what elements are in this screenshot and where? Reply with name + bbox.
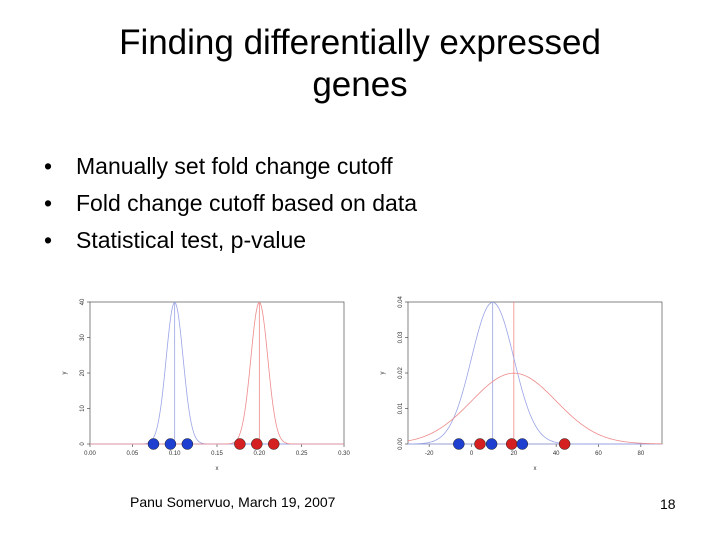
sample-point-red xyxy=(558,438,571,450)
x-tick-label: 0.30 xyxy=(338,451,350,457)
bullet-list: • Manually set fold change cutoff • Fold c… xyxy=(40,148,417,259)
bullet-item: • Statistical test, p-value xyxy=(40,222,417,259)
sample-point-blue xyxy=(181,438,194,450)
slide-title-line-2: genes xyxy=(312,65,408,104)
density-curve-red xyxy=(90,301,344,445)
sample-point-blue xyxy=(453,438,465,450)
bullet-marker: • xyxy=(44,227,53,253)
x-tick-label: 0.10 xyxy=(169,451,181,457)
slide-title-line-1: Finding differentially expressed xyxy=(119,23,601,62)
bullet-marker: • xyxy=(44,153,53,179)
y-tick-label: 0.00 xyxy=(398,438,404,450)
x-tick-label: 0 xyxy=(470,451,474,457)
sample-point-blue xyxy=(485,438,498,450)
plot-frame xyxy=(89,301,345,445)
density-curve-blue xyxy=(407,301,662,445)
sample-point-red xyxy=(251,438,263,450)
x-tick-label: 40 xyxy=(553,451,560,457)
y-tick-label: 0.03 xyxy=(398,331,404,343)
x-tick-label: 0.25 xyxy=(296,451,308,457)
bullet-text: Statistical test, p-value xyxy=(76,227,307,253)
bullet-item: • Fold change cutoff based on data xyxy=(40,185,417,222)
plot-frame xyxy=(407,301,663,445)
sample-point-red xyxy=(474,438,486,450)
bullet-marker: • xyxy=(44,190,53,216)
page-number: 18 xyxy=(660,496,676,512)
x-tick-label: 20 xyxy=(510,451,517,457)
footer-author-date: Panu Somervuo, March 19, 2007 xyxy=(130,494,336,510)
y-tick-label: 20 xyxy=(80,369,86,376)
y-axis-label: y xyxy=(380,372,386,375)
sample-point-red xyxy=(234,438,246,450)
density-curve-red xyxy=(407,372,663,445)
y-tick-label: 10 xyxy=(80,405,86,412)
x-axis-label: x xyxy=(534,466,537,472)
bullet-item: • Manually set fold change cutoff xyxy=(40,148,417,185)
x-tick-label: 80 xyxy=(637,451,644,457)
y-tick-label: 0.02 xyxy=(398,367,404,379)
y-tick-label: 40 xyxy=(80,298,86,305)
chart-right-svg: -20 0 20 40 60 80 0.00 0.01 0.02 0.03 0.04 x y xyxy=(380,296,663,472)
plot-left: 0.00 0.05 0.10 0.15 0.20 0.25 0.30 0 10 20 30 40 x y xyxy=(50,296,350,486)
plot-right: -20 0 20 40 60 80 0.00 0.01 0.02 0.03 0.04 x y xyxy=(368,296,668,486)
sample-point-blue xyxy=(147,438,160,450)
x-tick-label: 0.05 xyxy=(126,451,138,457)
sample-point-red xyxy=(505,438,518,450)
bullet-text: Manually set fold change cutoff xyxy=(76,153,393,179)
bullet-text: Fold change cutoff based on data xyxy=(76,190,418,216)
sample-point-blue xyxy=(516,438,529,450)
x-tick-label: 0.15 xyxy=(211,451,223,457)
density-curve-blue xyxy=(90,301,344,445)
y-tick-label: 30 xyxy=(80,334,86,341)
x-tick-label: 0.20 xyxy=(253,451,265,457)
slide-title: Finding differentially expressed genes xyxy=(40,22,680,106)
y-tick-label: 0.01 xyxy=(398,402,404,414)
x-tick-label: 0.00 xyxy=(84,451,96,457)
x-axis-label: x xyxy=(216,466,219,472)
sample-point-blue xyxy=(164,438,177,450)
y-tick-label: 0.04 xyxy=(398,296,404,308)
y-tick-label: 0 xyxy=(80,442,86,446)
sample-point-red xyxy=(267,438,280,450)
y-axis-label: y xyxy=(62,372,68,375)
x-tick-label: 60 xyxy=(595,451,602,457)
chart-left-svg: 0.00 0.05 0.10 0.15 0.20 0.25 0.30 0 10 20 30 40 x y xyxy=(62,298,350,472)
x-tick-label: -20 xyxy=(425,451,434,457)
